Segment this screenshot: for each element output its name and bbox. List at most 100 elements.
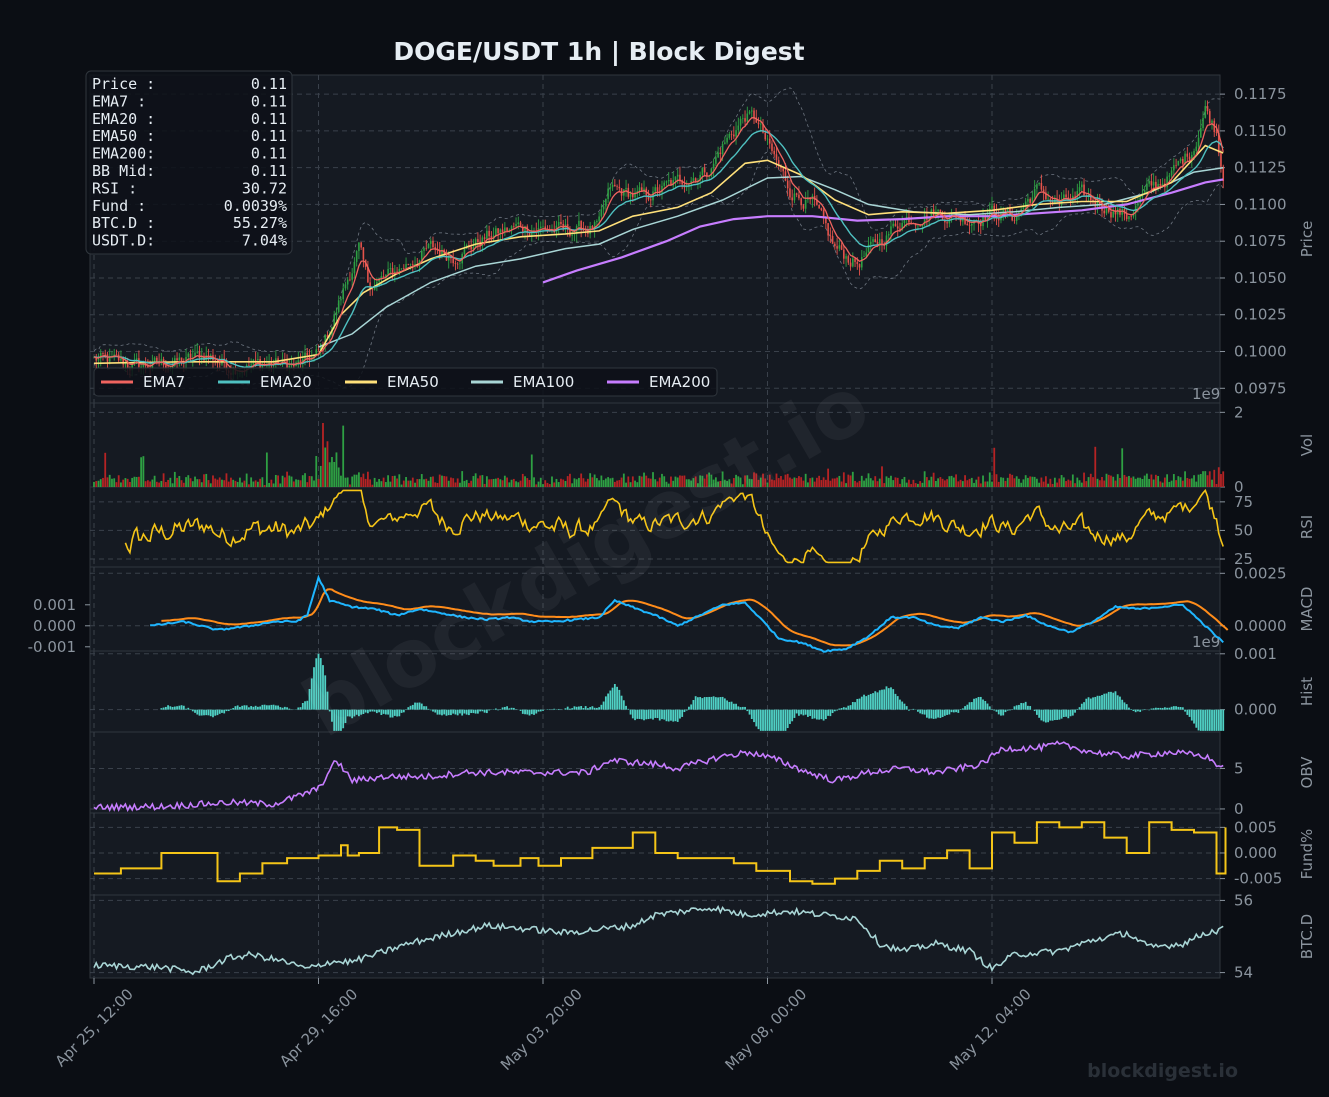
hist-bar xyxy=(773,709,776,731)
candle-body xyxy=(1040,182,1043,190)
candle-body xyxy=(1155,181,1157,188)
hist-bar xyxy=(849,705,852,710)
candle-body xyxy=(773,150,776,155)
candle-body xyxy=(510,226,513,230)
volume-bar xyxy=(1159,481,1162,487)
hist-bar xyxy=(167,705,169,710)
hist-bar xyxy=(535,709,538,714)
hist-bar xyxy=(483,709,486,713)
volume-bar xyxy=(1092,477,1094,487)
volume-bar xyxy=(515,481,517,487)
candle-body xyxy=(876,242,879,245)
hist-bar xyxy=(824,709,827,720)
hist-bar xyxy=(1119,696,1121,710)
volume-bar xyxy=(1184,471,1186,487)
hist-bar xyxy=(366,709,369,714)
hist-bar xyxy=(468,709,470,716)
volume-bar xyxy=(598,480,601,487)
hist-bar xyxy=(618,689,621,710)
volume-bar xyxy=(636,482,639,487)
candle-body xyxy=(573,233,576,235)
hist-bar xyxy=(966,704,969,710)
candle-body xyxy=(887,234,890,236)
hist-bar xyxy=(196,709,199,715)
hist-bar xyxy=(723,698,726,710)
candle-body xyxy=(919,225,921,227)
volume-bar xyxy=(995,474,998,487)
volume-bar xyxy=(503,475,506,487)
candle-body xyxy=(1143,189,1146,194)
volume-bar xyxy=(748,478,751,487)
hist-bar xyxy=(1092,697,1094,710)
volume-bar xyxy=(102,477,104,487)
volume-bar xyxy=(248,484,250,487)
candle-body xyxy=(342,288,344,300)
candle-body xyxy=(831,235,834,244)
hist-bar xyxy=(297,707,300,710)
hist-bar xyxy=(838,708,841,710)
hist-bar xyxy=(160,708,163,710)
volume-bar xyxy=(106,477,109,487)
volume-bar xyxy=(1137,477,1139,487)
hist-bar xyxy=(878,690,881,710)
rsi-line xyxy=(124,488,1224,564)
candle-body xyxy=(441,249,443,257)
hist-bar xyxy=(438,709,441,715)
candle-body xyxy=(894,223,897,227)
volume-bar xyxy=(627,476,630,487)
volume-bar xyxy=(582,478,585,487)
candle-body xyxy=(483,237,486,239)
hist-bar xyxy=(1002,709,1005,716)
hist-bar xyxy=(1056,709,1059,720)
volume-bar xyxy=(1213,469,1216,487)
volume-bar xyxy=(764,478,767,487)
volume-bar xyxy=(212,475,214,487)
volume-bar xyxy=(454,482,457,487)
volume-bar xyxy=(176,477,178,487)
candle-body xyxy=(1002,209,1005,213)
candle-body xyxy=(836,246,838,249)
candle-body xyxy=(481,237,484,246)
candle-body xyxy=(775,154,778,161)
volume-bar xyxy=(977,476,980,487)
hist-bar xyxy=(286,707,288,710)
volume-bar xyxy=(1036,478,1038,487)
candle-body xyxy=(1121,209,1124,215)
hist-bar xyxy=(712,696,715,710)
candle-body xyxy=(120,357,122,361)
hist-bar xyxy=(856,698,859,710)
volume-bar xyxy=(1101,477,1103,487)
hist-bar xyxy=(674,709,677,722)
hist-bar xyxy=(622,700,625,710)
hist-bar xyxy=(735,703,737,710)
volume-bar xyxy=(952,477,955,487)
volume-bar xyxy=(887,477,890,487)
hist-bar xyxy=(921,709,924,715)
volume-bar xyxy=(1071,474,1074,487)
candle-body xyxy=(762,123,764,133)
candle-body xyxy=(1195,146,1198,151)
candle-body xyxy=(185,356,187,364)
volume-bar xyxy=(1146,473,1148,487)
hist-bar xyxy=(508,708,511,710)
volume-bar xyxy=(173,471,176,487)
hist-bar xyxy=(721,696,724,710)
candle-body xyxy=(878,239,881,245)
candle-body xyxy=(946,222,948,224)
hist-bar xyxy=(604,696,607,710)
volume-bar xyxy=(656,481,659,487)
candle-body xyxy=(827,223,829,236)
hist-bar xyxy=(629,709,632,715)
volume-bar xyxy=(214,478,217,487)
hist-bar xyxy=(908,709,910,711)
candle-body xyxy=(526,226,529,234)
candle-body xyxy=(874,239,877,243)
candle-body xyxy=(991,205,993,209)
volume-bar xyxy=(472,476,475,487)
candle-body xyxy=(746,113,749,122)
macd-left-tick: 0.000 xyxy=(33,617,76,635)
candle-body xyxy=(463,248,466,255)
hist-bar xyxy=(818,709,821,720)
volume-bar xyxy=(917,483,919,487)
volume-bar xyxy=(1000,477,1002,487)
